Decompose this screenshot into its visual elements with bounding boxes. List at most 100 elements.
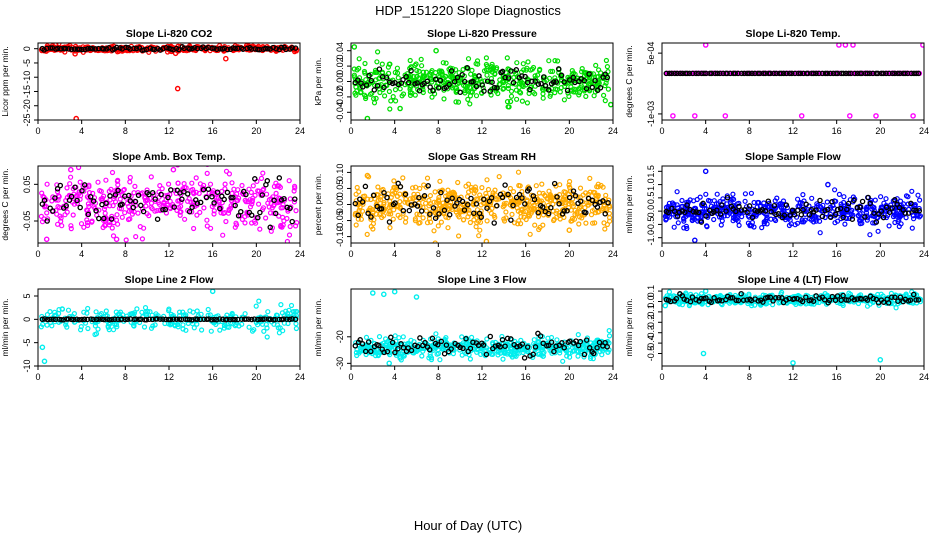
reference-point (425, 183, 431, 189)
y-tick-label: -5 (22, 339, 32, 347)
x-tick-label: 0 (348, 372, 353, 382)
data-point (395, 203, 401, 209)
reference-point (604, 74, 611, 81)
outlier-point (692, 237, 698, 243)
reference-point (289, 218, 295, 225)
reference-point (792, 70, 798, 77)
data-point (778, 289, 785, 295)
data-point (483, 345, 490, 351)
reference-point (378, 206, 385, 212)
data-point (562, 193, 568, 200)
data-point (142, 305, 149, 311)
data-point (547, 192, 553, 198)
data-point (566, 178, 573, 185)
data-point (467, 356, 473, 362)
data-point (351, 72, 357, 78)
data-point (897, 214, 903, 220)
x-tick-label: 0 (348, 126, 353, 136)
reference-point (76, 316, 83, 323)
outlier-point (397, 105, 403, 112)
data-point (557, 182, 563, 188)
reference-point (143, 317, 150, 323)
data-point (59, 306, 65, 312)
reference-point (561, 344, 567, 351)
reference-point (146, 316, 153, 323)
data-point (497, 350, 504, 356)
data-point (540, 222, 546, 228)
reference-point (843, 70, 849, 77)
data-point (77, 327, 84, 333)
data-point (273, 190, 279, 196)
data-point (67, 181, 73, 187)
data-point (413, 61, 419, 67)
data-point (39, 190, 45, 196)
data-point (831, 187, 838, 193)
reference-point (775, 211, 782, 217)
data-point (483, 61, 489, 68)
x-tick-label: 24 (919, 126, 929, 136)
reference-point (682, 209, 688, 215)
reference-point (262, 45, 269, 52)
reference-point (443, 84, 450, 91)
reference-point (548, 339, 555, 345)
data-point (606, 328, 612, 334)
outlier-point (369, 290, 376, 296)
data-point (893, 305, 899, 311)
reference-point (825, 206, 831, 213)
reference-point (535, 81, 542, 87)
reference-point (916, 208, 923, 214)
data-point (103, 177, 109, 183)
reference-point (902, 70, 908, 77)
outlier-point (910, 113, 916, 119)
reference-point (81, 316, 88, 323)
reference-point (151, 46, 158, 53)
data-point (38, 324, 44, 330)
data-point (221, 325, 227, 331)
data-point (525, 59, 531, 65)
reference-point (487, 333, 494, 340)
reference-point (131, 45, 137, 52)
y-tick-label: -10 (22, 359, 32, 372)
reference-point (74, 316, 80, 322)
reference-point (245, 316, 252, 322)
data-point (903, 215, 909, 221)
data-point (400, 175, 406, 181)
data-point (251, 218, 258, 224)
outlier-point (39, 344, 46, 351)
data-point (175, 321, 181, 328)
data-point (284, 215, 290, 222)
reference-point (566, 77, 573, 83)
outlier-point (170, 166, 177, 173)
reference-point (806, 212, 813, 218)
data-point (397, 199, 403, 205)
reference-point (539, 204, 546, 210)
data-point (877, 194, 884, 200)
data-point (554, 337, 560, 343)
data-point (916, 214, 923, 220)
data-point (292, 185, 298, 191)
data-point (484, 177, 490, 183)
data-point (391, 178, 397, 184)
data-point (855, 213, 862, 219)
data-point (479, 185, 485, 191)
data-point (424, 81, 430, 87)
data-point (93, 309, 99, 315)
outlier-point (351, 44, 358, 50)
reference-point (871, 210, 877, 216)
data-point (465, 214, 471, 220)
data-point (280, 202, 286, 208)
data-point (293, 208, 299, 214)
x-tick-label: 12 (788, 249, 798, 259)
reference-point (189, 45, 195, 52)
data-point (181, 181, 187, 187)
data-point (439, 71, 445, 77)
x-tick-label: 20 (251, 372, 261, 382)
reference-point (723, 208, 729, 214)
reference-point (352, 200, 359, 207)
data-point (886, 204, 892, 210)
reference-point (57, 182, 64, 189)
data-point (362, 92, 368, 98)
reference-point (767, 70, 774, 77)
